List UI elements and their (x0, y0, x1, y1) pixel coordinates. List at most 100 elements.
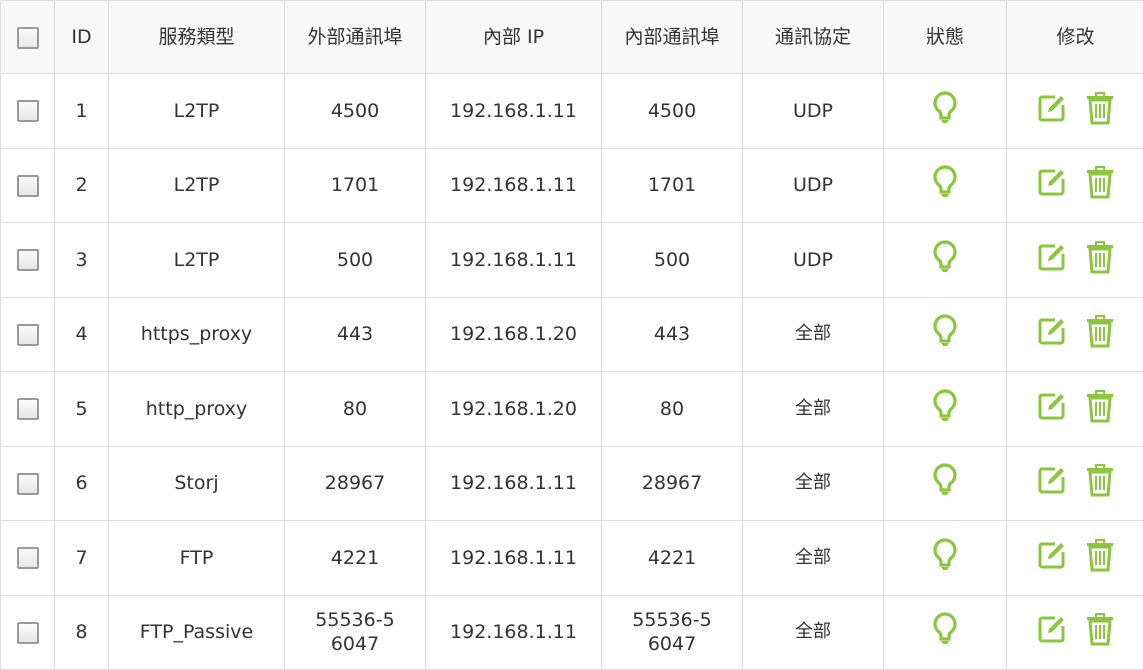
cell-modify (1007, 372, 1143, 447)
lightbulb-status-icon[interactable] (931, 164, 959, 206)
table-row: 5 http_proxy 80 192.168.1.20 80 全部 (1, 372, 1143, 447)
trash-icon[interactable] (1085, 165, 1115, 205)
row-checkbox[interactable] (17, 249, 39, 271)
row-select-cell[interactable] (1, 223, 55, 298)
table-row: 8 FTP_Passive 55536-56047 192.168.1.11 5… (1, 595, 1143, 670)
table-row: 6 Storj 28967 192.168.1.11 28967 全部 (1, 446, 1143, 521)
row-checkbox[interactable] (17, 100, 39, 122)
cell-service-type: FTP_Passive (109, 595, 285, 670)
cell-modify (1007, 223, 1143, 298)
header-status: 狀態 (884, 1, 1007, 74)
cell-status (884, 297, 1007, 372)
lightbulb-status-icon[interactable] (931, 537, 959, 579)
header-internal-port: 內部通訊埠 (602, 1, 743, 74)
cell-protocol: 全部 (743, 446, 884, 521)
row-select-cell[interactable] (1, 148, 55, 223)
lightbulb-status-icon[interactable] (931, 90, 959, 132)
edit-icon[interactable] (1037, 316, 1067, 352)
cell-modify (1007, 74, 1143, 149)
select-all-cell[interactable] (1, 1, 55, 74)
edit-icon[interactable] (1037, 167, 1067, 203)
cell-status (884, 74, 1007, 149)
edit-icon[interactable] (1037, 93, 1067, 129)
table-row: 1 L2TP 4500 192.168.1.11 4500 UDP (1, 74, 1143, 149)
cell-external-port: 4500 (285, 74, 426, 149)
trash-icon[interactable] (1085, 389, 1115, 429)
trash-icon[interactable] (1085, 463, 1115, 503)
cell-id: 1 (55, 74, 109, 149)
cell-status (884, 148, 1007, 223)
row-checkbox[interactable] (17, 547, 39, 569)
cell-internal-port: 28967 (602, 446, 743, 521)
row-checkbox[interactable] (17, 398, 39, 420)
header-service-type: 服務類型 (109, 1, 285, 74)
cell-status (884, 223, 1007, 298)
cell-protocol: UDP (743, 148, 884, 223)
cell-internal-ip: 192.168.1.11 (426, 148, 602, 223)
cell-internal-ip: 192.168.1.11 (426, 595, 602, 670)
cell-service-type: http_proxy (109, 372, 285, 447)
cell-modify (1007, 446, 1143, 521)
trash-icon[interactable] (1085, 314, 1115, 354)
select-all-checkbox[interactable] (17, 27, 39, 49)
table-row: 2 L2TP 1701 192.168.1.11 1701 UDP (1, 148, 1143, 223)
row-checkbox[interactable] (17, 324, 39, 346)
edit-icon[interactable] (1037, 242, 1067, 278)
cell-internal-port: 500 (602, 223, 743, 298)
header-external-port: 外部通訊埠 (285, 1, 426, 74)
row-select-cell[interactable] (1, 297, 55, 372)
table-row: 3 L2TP 500 192.168.1.11 500 UDP (1, 223, 1143, 298)
cell-id: 7 (55, 521, 109, 596)
edit-icon[interactable] (1037, 540, 1067, 576)
cell-protocol: 全部 (743, 521, 884, 596)
row-select-cell[interactable] (1, 521, 55, 596)
row-select-cell[interactable] (1, 74, 55, 149)
cell-status (884, 372, 1007, 447)
cell-external-port: 28967 (285, 446, 426, 521)
cell-protocol: UDP (743, 223, 884, 298)
cell-protocol: 全部 (743, 297, 884, 372)
cell-service-type: FTP (109, 521, 285, 596)
edit-icon[interactable] (1037, 614, 1067, 650)
cell-service-type: L2TP (109, 74, 285, 149)
cell-status (884, 446, 1007, 521)
table-row: 4 https_proxy 443 192.168.1.20 443 全部 (1, 297, 1143, 372)
cell-id: 3 (55, 223, 109, 298)
row-select-cell[interactable] (1, 595, 55, 670)
row-checkbox[interactable] (17, 473, 39, 495)
cell-internal-port: 443 (602, 297, 743, 372)
cell-internal-port: 55536-56047 (602, 595, 743, 670)
cell-external-port: 4221 (285, 521, 426, 596)
cell-internal-ip: 192.168.1.11 (426, 74, 602, 149)
trash-icon[interactable] (1085, 91, 1115, 131)
cell-internal-ip: 192.168.1.20 (426, 297, 602, 372)
edit-icon[interactable] (1037, 465, 1067, 501)
lightbulb-status-icon[interactable] (931, 388, 959, 430)
cell-status (884, 595, 1007, 670)
lightbulb-status-icon[interactable] (931, 239, 959, 281)
edit-icon[interactable] (1037, 391, 1067, 427)
row-select-cell[interactable] (1, 446, 55, 521)
cell-service-type: L2TP (109, 223, 285, 298)
cell-internal-port: 1701 (602, 148, 743, 223)
table-row: 7 FTP 4221 192.168.1.11 4221 全部 (1, 521, 1143, 596)
header-internal-ip: 內部 IP (426, 1, 602, 74)
cell-id: 4 (55, 297, 109, 372)
row-checkbox[interactable] (17, 622, 39, 644)
row-checkbox[interactable] (17, 175, 39, 197)
row-select-cell[interactable] (1, 372, 55, 447)
trash-icon[interactable] (1085, 612, 1115, 652)
cell-external-port: 500 (285, 223, 426, 298)
lightbulb-status-icon[interactable] (931, 611, 959, 653)
cell-service-type: L2TP (109, 148, 285, 223)
cell-internal-port: 80 (602, 372, 743, 447)
lightbulb-status-icon[interactable] (931, 462, 959, 504)
trash-icon[interactable] (1085, 240, 1115, 280)
cell-protocol: 全部 (743, 372, 884, 447)
cell-internal-ip: 192.168.1.20 (426, 372, 602, 447)
lightbulb-status-icon[interactable] (931, 313, 959, 355)
header-id: ID (55, 1, 109, 74)
trash-icon[interactable] (1085, 538, 1115, 578)
cell-modify (1007, 297, 1143, 372)
